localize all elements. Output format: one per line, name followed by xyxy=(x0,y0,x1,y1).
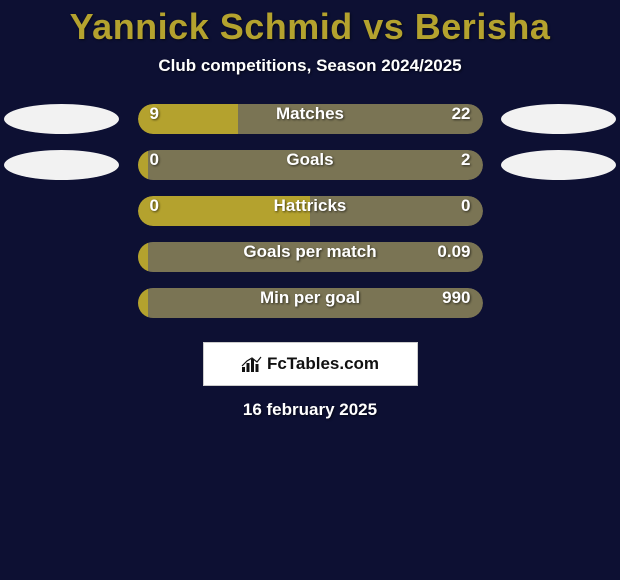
stat-row-goals-per-match: Goals per match 0.09 xyxy=(0,242,620,272)
stat-label: Matches xyxy=(276,104,344,124)
stat-label: Hattricks xyxy=(274,196,347,216)
stat-row-hattricks: Hattricks 0 0 xyxy=(0,196,620,226)
stat-value-left: 0 xyxy=(150,150,159,170)
stat-value-right: 990 xyxy=(442,288,470,308)
stat-label: Goals xyxy=(286,150,333,170)
comparison-card: Yannick Schmid vs Berisha Club competiti… xyxy=(0,0,620,580)
stat-value-right: 2 xyxy=(461,150,470,170)
stat-value-right: 0.09 xyxy=(437,242,470,262)
stat-value-right: 0 xyxy=(461,196,470,216)
bar-segment-left xyxy=(138,288,148,318)
stat-bar: Matches 9 22 xyxy=(138,104,483,134)
bar-segment-left xyxy=(138,150,148,180)
page-title: Yannick Schmid vs Berisha xyxy=(70,6,551,48)
club-badge-right xyxy=(501,104,616,134)
stat-label: Goals per match xyxy=(243,242,376,262)
club-badge-right xyxy=(501,150,616,180)
stat-row-min-per-goal: Min per goal 990 xyxy=(0,288,620,318)
club-badge-left xyxy=(4,150,119,180)
club-badge-left xyxy=(4,104,119,134)
stat-row-goals: Goals 0 2 xyxy=(0,150,620,180)
bar-chart-icon xyxy=(241,355,263,373)
stats-list: Matches 9 22 Goals 0 2 Hattricks 0 0 Goals per ma… xyxy=(0,104,620,334)
stat-bar: Min per goal 990 xyxy=(138,288,483,318)
stat-value-left: 0 xyxy=(150,196,159,216)
stat-bar: Goals per match 0.09 xyxy=(138,242,483,272)
stat-value-left: 9 xyxy=(150,104,159,124)
stat-value-right: 22 xyxy=(452,104,471,124)
stat-bar: Goals 0 2 xyxy=(138,150,483,180)
subtitle: Club competitions, Season 2024/2025 xyxy=(158,56,461,76)
footer-logo[interactable]: FcTables.com xyxy=(203,342,418,386)
date-text: 16 february 2025 xyxy=(243,400,377,420)
stat-bar: Hattricks 0 0 xyxy=(138,196,483,226)
stat-row-matches: Matches 9 22 xyxy=(0,104,620,134)
bar-segment-right xyxy=(238,104,483,134)
bar-segment-left xyxy=(138,242,148,272)
footer-logo-text: FcTables.com xyxy=(267,354,379,374)
stat-label: Min per goal xyxy=(260,288,360,308)
